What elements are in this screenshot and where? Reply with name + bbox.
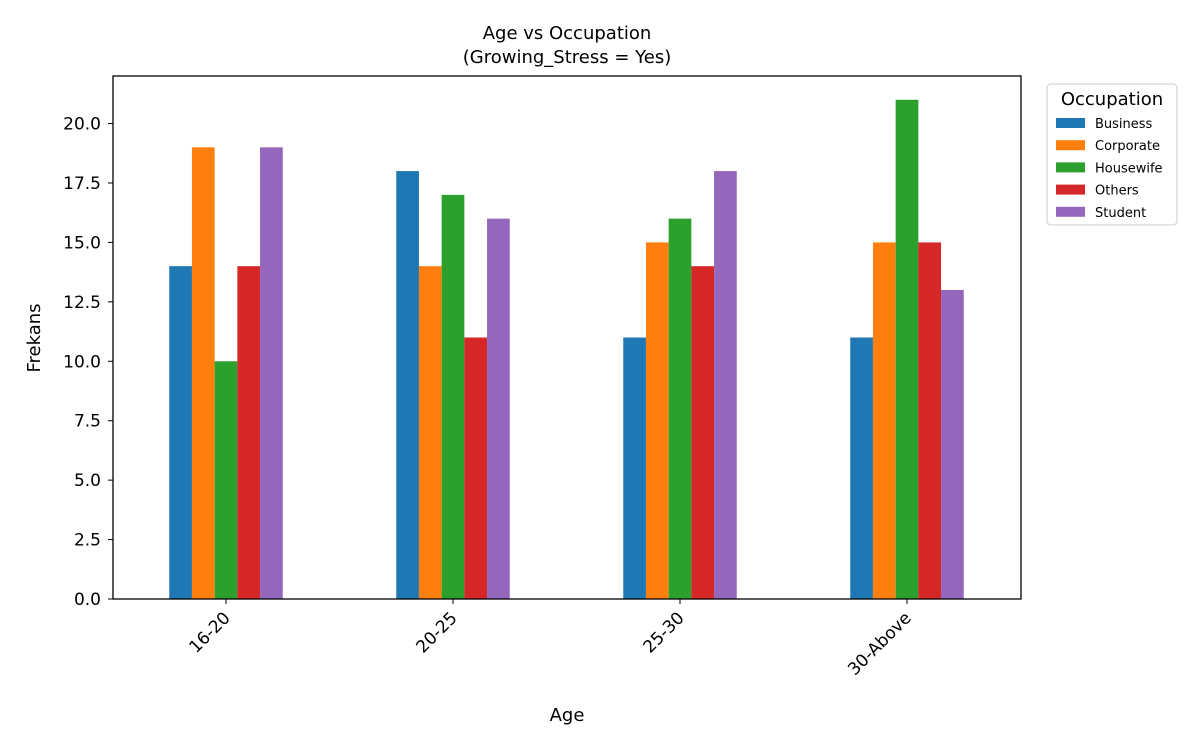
y-tick-label: 15.0 <box>63 233 101 253</box>
x-axis-ticks: 16-20 20-25 25-30 30-Above <box>185 599 916 680</box>
legend-swatch-housewife <box>1056 162 1085 173</box>
bar-business-16-20 <box>169 266 192 599</box>
x-tick-label: 20-25 <box>412 608 461 657</box>
legend-items: Business Corporate Housewife Others Student <box>1056 117 1163 221</box>
bar-business-30-above <box>850 337 873 599</box>
legend-label-business: Business <box>1095 117 1153 132</box>
legend-label-others: Others <box>1095 184 1139 199</box>
y-tick-label: 20.0 <box>63 115 101 135</box>
bar-business-20-25 <box>396 171 419 599</box>
bar-corporate-20-25 <box>418 266 442 599</box>
y-tick-label: 7.5 <box>74 412 101 432</box>
y-axis-ticks: 0.0 2.5 5.0 7.5 10.0 12.5 15.0 17.5 20.0 <box>63 115 113 610</box>
plot-frame <box>112 75 1022 600</box>
bar-student-25-30 <box>714 171 737 599</box>
y-tick-label: 10.0 <box>63 352 101 372</box>
x-tick-label: 16-20 <box>185 608 234 657</box>
bar-housewife-16-20 <box>214 361 238 599</box>
y-tick-label: 12.5 <box>63 293 101 313</box>
bar-student-20-25 <box>487 218 510 599</box>
chart-title-line-1: Age vs Occupation <box>483 23 652 44</box>
bar-others-30-above <box>918 242 942 599</box>
y-tick-label: 0.0 <box>74 590 101 610</box>
chart-title-line-2: (Growing_Stress = Yes) <box>463 47 671 68</box>
y-tick-label: 5.0 <box>74 471 101 491</box>
legend-label-corporate: Corporate <box>1095 139 1160 154</box>
legend-swatch-corporate <box>1056 140 1085 151</box>
legend: Occupation Business Corporate Housewife Oth… <box>1046 83 1178 226</box>
bar-others-20-25 <box>464 337 488 599</box>
bar-student-16-20 <box>260 147 283 599</box>
bar-corporate-16-20 <box>191 147 215 599</box>
y-tick-label: 17.5 <box>63 174 101 194</box>
y-tick-label: 2.5 <box>74 531 101 551</box>
bar-student-30-above <box>941 289 964 599</box>
x-axis-label: Age <box>550 705 585 726</box>
bar-housewife-30-above <box>895 99 919 600</box>
legend-swatch-student <box>1056 206 1085 217</box>
bar-business-25-30 <box>623 337 646 599</box>
bar-housewife-20-25 <box>441 194 465 600</box>
bar-corporate-30-above <box>872 242 896 599</box>
legend-label-housewife: Housewife <box>1095 161 1163 176</box>
bar-others-16-20 <box>237 266 261 599</box>
x-tick-label: 30-Above <box>844 608 915 679</box>
legend-swatch-others <box>1056 184 1085 195</box>
x-tick-label: 25-30 <box>639 608 688 657</box>
bar-others-25-30 <box>691 266 715 599</box>
bar-group <box>169 99 964 600</box>
y-axis-label: Frekans <box>24 303 45 372</box>
legend-label-student: Student <box>1095 206 1146 221</box>
bar-corporate-25-30 <box>645 242 669 599</box>
legend-swatch-business <box>1056 118 1085 128</box>
bar-housewife-25-30 <box>668 218 692 599</box>
legend-title: Occupation <box>1061 89 1163 110</box>
